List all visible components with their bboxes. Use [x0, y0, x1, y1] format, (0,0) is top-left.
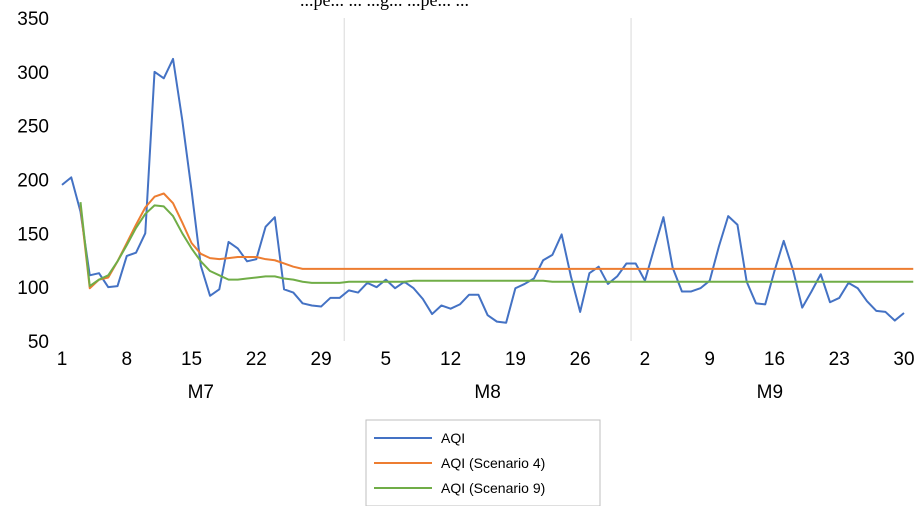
y-tick-label: 150: [17, 224, 49, 245]
x-tick-label: 29: [311, 349, 332, 370]
series-line: [79, 192, 914, 290]
series-line: [61, 57, 905, 324]
month-label: M7: [188, 382, 214, 403]
legend-label: AQI (Scenario 4): [441, 455, 545, 471]
x-tick-label: 23: [829, 349, 850, 370]
plot-area: ...pe... ... ...g... ...pe... ...: [61, 0, 914, 341]
x-tick-label: 9: [704, 349, 715, 370]
y-tick-label: 50: [28, 332, 49, 353]
x-tick-label: 2: [640, 349, 651, 370]
x-tick-label: 22: [246, 349, 267, 370]
x-tick-label: 16: [764, 349, 785, 370]
x-tick-label: 19: [505, 349, 526, 370]
x-tick-label: 30: [893, 349, 914, 370]
x-tick-label: 26: [570, 349, 591, 370]
legend: AQI AQI (Scenario 4) AQI (Scenario 9): [365, 419, 601, 506]
x-tick-label: 5: [381, 349, 392, 370]
x-tick-label: 12: [440, 349, 461, 370]
y-tick-label: 350: [17, 9, 49, 30]
clipped-title-fragment: ...pe... ... ...g... ...pe... ...: [300, 0, 469, 10]
y-tick-label: 250: [17, 117, 49, 138]
y-axis-ticks: 50 100 150 200 250 300 350: [17, 9, 49, 353]
x-tick-label: 8: [121, 349, 132, 370]
y-tick-label: 300: [17, 63, 49, 84]
month-label: M9: [757, 382, 783, 403]
legend-label: AQI: [441, 430, 465, 446]
y-tick-label: 200: [17, 171, 49, 192]
series-line: [79, 202, 914, 288]
month-label: M8: [474, 382, 500, 403]
y-tick-label: 100: [17, 278, 49, 299]
x-tick-label: 1: [57, 349, 68, 370]
legend-label: AQI (Scenario 9): [441, 480, 545, 496]
x-tick-label: 15: [181, 349, 202, 370]
x-axis-ticks: 1 8 15 22 29 5 12 19 26 2 9 16 23 30: [57, 349, 915, 370]
month-labels: M7 M8 M9: [188, 382, 783, 403]
